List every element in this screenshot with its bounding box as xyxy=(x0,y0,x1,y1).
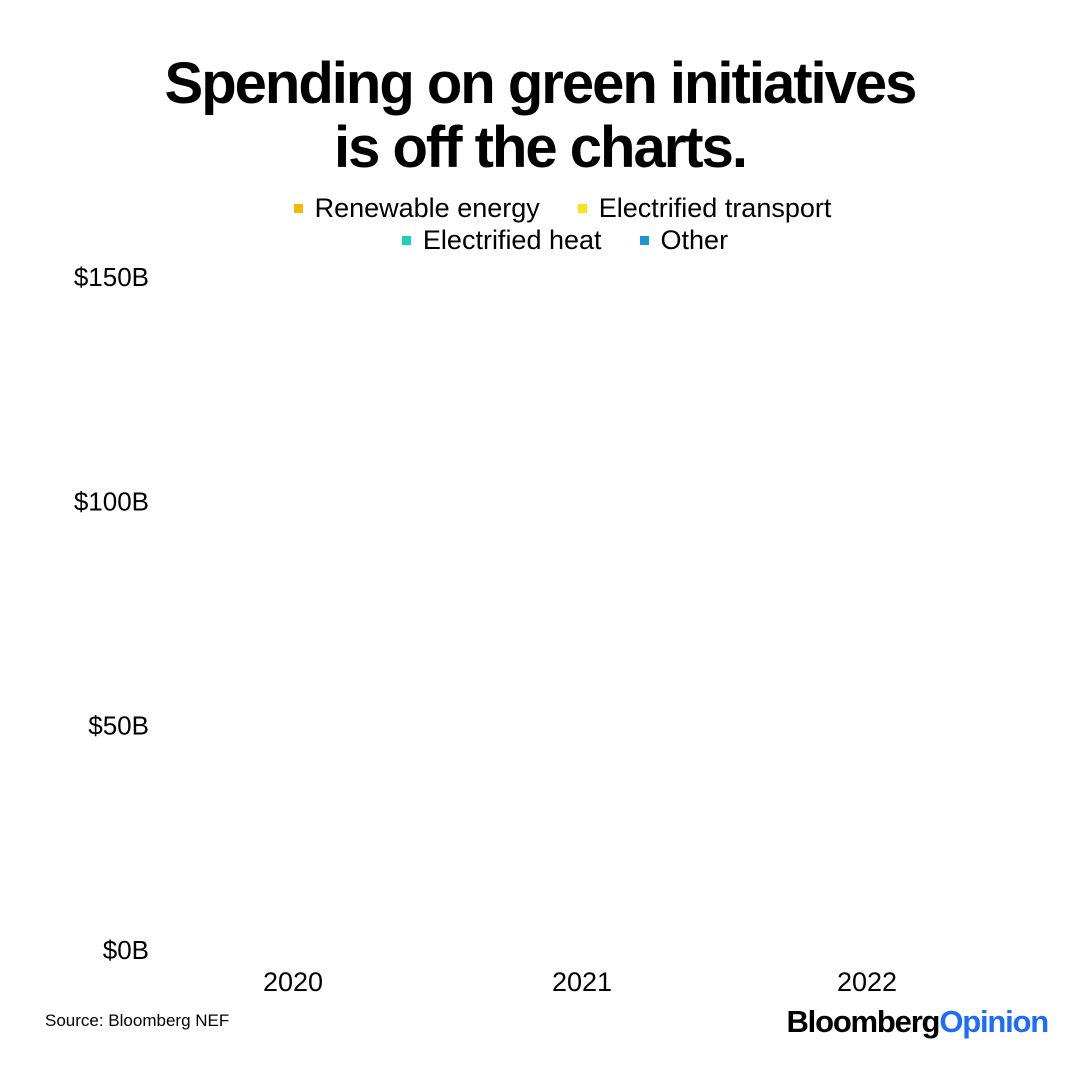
source-note: Source: Bloomberg NEF xyxy=(45,1011,230,1030)
y-tick-label-0b: $0B xyxy=(103,935,149,965)
y-tick-label-50b: $50B xyxy=(88,711,149,741)
chart-title-line-1: Spending on green initiatives xyxy=(164,51,918,116)
x-tick-label-2022: 2022 xyxy=(837,967,897,997)
logo-opinion: Opinion xyxy=(939,1004,1049,1039)
logo-bloomberg: Bloomberg xyxy=(786,1004,940,1039)
legend-swatch-other xyxy=(639,235,649,245)
y-tick-label-150b: $150B xyxy=(74,262,149,292)
x-tick-label-2021: 2021 xyxy=(552,967,612,997)
legend-label-renewable-energy: Renewable energy xyxy=(314,193,540,223)
chart-title: Spending on green initiatives is off the… xyxy=(0,52,1080,180)
chart-title-line-2: is off the charts. xyxy=(334,115,748,180)
legend-item-electrified-heat: Electrified heat xyxy=(401,224,602,256)
legend-label-electrified-heat: Electrified heat xyxy=(422,225,602,255)
bloomberg-opinion-logo: BloombergOpinion xyxy=(786,1004,1049,1040)
legend-label-other: Other xyxy=(660,225,729,255)
legend-row-2: Electrified heat Other xyxy=(0,224,1080,256)
legend-row-1: Renewable energy Electrified transport xyxy=(0,192,1080,224)
legend-swatch-renewable-energy xyxy=(293,203,303,213)
legend-label-electrified-transport: Electrified transport xyxy=(598,193,832,223)
x-tick-label-2020: 2020 xyxy=(263,967,323,997)
legend-swatch-electrified-heat xyxy=(401,235,411,245)
legend-item-electrified-transport: Electrified transport xyxy=(577,192,832,224)
y-tick-label-100b: $100B xyxy=(74,486,149,516)
legend-swatch-electrified-transport xyxy=(577,203,587,213)
y-axis: $0B $50B $100B $150B xyxy=(74,262,149,965)
legend-item-renewable-energy: Renewable energy xyxy=(293,192,540,224)
x-axis: 2020 2021 2022 xyxy=(263,967,897,997)
legend-item-other: Other xyxy=(639,224,729,256)
